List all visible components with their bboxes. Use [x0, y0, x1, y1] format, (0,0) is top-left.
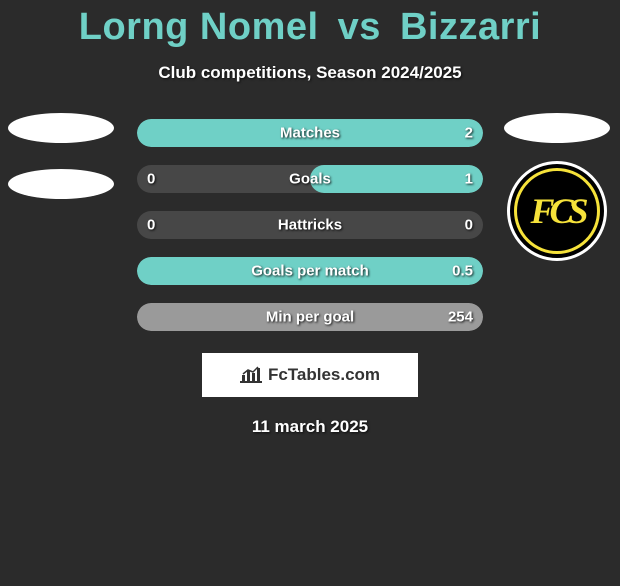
stat-label: Goals	[289, 171, 331, 188]
stat-left-value: 0	[147, 217, 155, 234]
branding-chart-icon	[240, 366, 262, 384]
stat-bar-fill	[310, 165, 483, 193]
stat-rows: Matches 2 0 Goals 1 0 Hattricks 0 Goals per matc…	[137, 119, 483, 331]
player2-club-badge: FCS	[507, 161, 607, 261]
stat-right-value: 0	[465, 217, 473, 234]
stat-row: Matches 2	[137, 119, 483, 147]
stat-row: Min per goal 254	[137, 303, 483, 331]
title-vs: vs	[338, 6, 381, 48]
date-text: 11 march 2025	[0, 417, 620, 437]
stat-row: 0 Hattricks 0	[137, 211, 483, 239]
stat-label: Matches	[280, 125, 340, 142]
stat-right-value: 1	[465, 171, 473, 188]
stat-right-value: 2	[465, 125, 473, 142]
comparison-title: Lorng Nomel vs Bizzarri	[0, 6, 620, 49]
subtitle: Club competitions, Season 2024/2025	[0, 63, 620, 83]
club-badge-ring: FCS	[514, 168, 600, 254]
stat-label: Goals per match	[251, 263, 369, 280]
player1-club-placeholder	[8, 113, 114, 143]
stat-row: Goals per match 0.5	[137, 257, 483, 285]
stat-right-value: 254	[448, 309, 473, 326]
player1-name: Lorng Nomel	[79, 6, 319, 48]
player1-nation-placeholder	[8, 169, 114, 199]
right-badge-column: FCS	[504, 113, 610, 261]
club-badge-text: FCS	[530, 193, 583, 229]
stat-label: Hattricks	[278, 217, 342, 234]
content-area: FCS Matches 2 0 Goals 1 0 Hattricks 0 Goals per …	[0, 119, 620, 331]
player2-name: Bizzarri	[400, 6, 541, 48]
branding-box: FcTables.com	[202, 353, 418, 397]
stat-row: 0 Goals 1	[137, 165, 483, 193]
stat-label: Min per goal	[266, 309, 354, 326]
player2-nation-placeholder	[504, 113, 610, 143]
stat-left-value: 0	[147, 171, 155, 188]
stat-right-value: 0.5	[452, 263, 473, 280]
left-badge-column	[8, 113, 114, 199]
branding-text: FcTables.com	[268, 365, 380, 385]
